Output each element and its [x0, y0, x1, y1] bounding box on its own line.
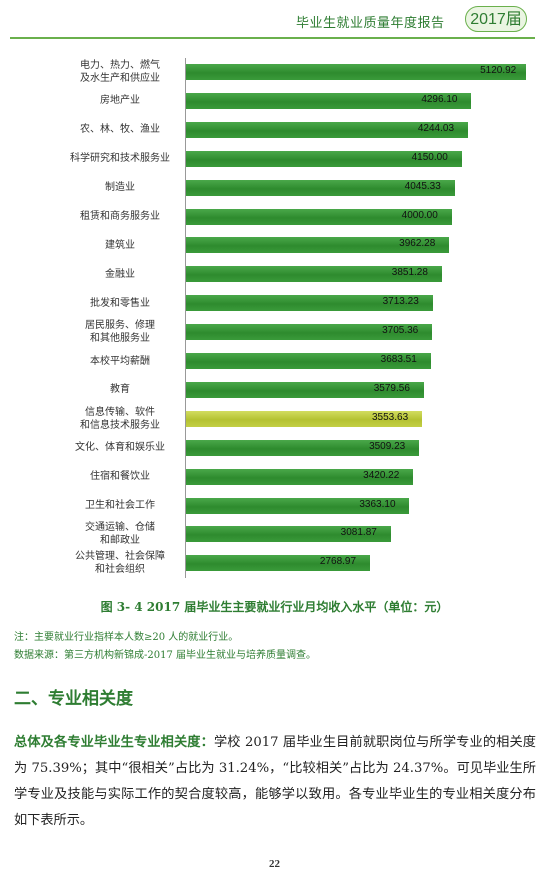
category-label: 住宿和餐饮业 — [90, 471, 150, 483]
category-label: 房地产业 — [100, 95, 140, 107]
value-label: 3962.28 — [399, 238, 436, 250]
category-label: 制造业 — [105, 182, 135, 194]
value-label: 3851.28 — [391, 267, 428, 279]
bar — [186, 208, 452, 225]
chart-row: 交通运输、仓储 和邮政业 3081.87 — [0, 520, 549, 548]
bar — [186, 497, 410, 514]
value-label: 4296.10 — [421, 93, 458, 105]
category-label: 批发和零售业 — [90, 297, 150, 309]
year-badge: 2017届 — [465, 6, 527, 32]
value-label: 4244.03 — [417, 122, 455, 134]
bar — [186, 150, 462, 167]
chart-row: 卫生和社会工作 3363.10 — [0, 492, 549, 520]
category-label: 租赁和商务服务业 — [80, 211, 160, 222]
bar — [186, 353, 431, 369]
value-label: 3420.22 — [363, 469, 400, 481]
bar-chart: 电力、热力、燃气 及水生产和供应业 5120.92 房地产业 4296.10 农、林、牧、… — [0, 58, 549, 578]
value-label: 4000.00 — [401, 209, 438, 221]
category-label: 金融业 — [105, 268, 135, 280]
figure-note: 注：主要就业行业指样本人数≥20 人的就业行业。 — [14, 632, 239, 643]
bar — [186, 121, 468, 138]
value-label: 3713.23 — [382, 296, 419, 308]
chart-row: 电力、热力、燃气 及水生产和供应业 5120.92 — [0, 58, 549, 86]
page-number: 22 — [269, 858, 280, 870]
paragraph-body: 学校 2017 届毕业生目前就职岗位与所学专业的相关度为 75.39%；其中“很… — [14, 735, 536, 828]
bar — [186, 295, 433, 312]
bar — [186, 468, 414, 485]
category-label: 本校平均薪酬 — [90, 355, 150, 367]
chart-row: 建筑业 3962.28 — [0, 231, 549, 259]
value-label: 4045.33 — [404, 180, 441, 192]
chart-row: 居民服务、修理 和其他服务业 3705.36 — [0, 318, 549, 346]
bar — [186, 555, 370, 572]
bar — [186, 266, 442, 283]
chart-row: 租赁和商务服务业 4000.00 — [0, 203, 549, 231]
chart-row: 信息传输、软件 和信息技术服务业 3553.63 — [0, 405, 549, 433]
chart-row: 金融业 3851.28 — [0, 260, 549, 288]
value-label: 4150.00 — [411, 151, 448, 163]
category-label: 农、林、牧、渔业 — [80, 124, 160, 136]
category-label: 教育 — [110, 384, 130, 396]
value-label: 3553.63 — [372, 411, 409, 423]
category-label: 科学研究和技术服务业 — [70, 153, 170, 165]
figure-source: 数据来源：第三方机构新锦成-2017 届毕业生就业与培养质量调查。 — [14, 650, 317, 661]
chart-row: 批发和零售业 3713.23 — [0, 289, 549, 317]
value-label: 5120.92 — [480, 65, 517, 76]
section-title: 二、专业相关度 — [14, 689, 133, 709]
value-label: 3081.87 — [340, 527, 377, 539]
chart-row: 农、林、牧、渔业 4244.03 — [0, 116, 549, 144]
category-label: 电力、热力、燃气 及水生产和供应业 — [80, 60, 160, 84]
bar — [186, 237, 450, 254]
bar — [186, 324, 433, 341]
bar — [186, 526, 391, 543]
header-rule — [10, 37, 535, 39]
bar — [186, 381, 424, 398]
category-label: 信息传输、软件 和信息技术服务业 — [80, 406, 160, 431]
value-label: 2768.97 — [319, 556, 357, 568]
bar — [186, 92, 472, 109]
value-label: 3579.56 — [373, 382, 410, 394]
bar — [186, 64, 527, 80]
chart-row: 本校平均薪酬 3683.51 — [0, 347, 549, 375]
category-label: 公共管理、社会保障 和社会组织 — [75, 551, 165, 576]
chart-row: 科学研究和技术服务业 4150.00 — [0, 145, 549, 173]
chart-row: 制造业 4045.33 — [0, 174, 549, 202]
header-title: 毕业生就业质量年度报告 — [296, 16, 445, 31]
bar — [186, 410, 422, 427]
body-paragraph: 总体及各专业毕业生专业相关度：学校 2017 届毕业生目前就职岗位与所学专业的相… — [14, 730, 536, 834]
chart-row: 文化、体育和娱乐业 3509.23 — [0, 434, 549, 462]
value-label: 3705.36 — [382, 325, 419, 337]
category-label: 建筑业 — [105, 239, 135, 251]
paragraph-lead: 总体及各专业毕业生专业相关度： — [14, 735, 214, 750]
category-label: 文化、体育和娱乐业 — [75, 442, 165, 454]
figure-caption: 图 3- 4 2017 届毕业生主要就业行业月均收入水平（单位：元） — [100, 600, 449, 614]
value-label: 3509.23 — [369, 440, 406, 452]
chart-row: 住宿和餐饮业 3420.22 — [0, 463, 549, 491]
category-label: 卫生和社会工作 — [85, 500, 155, 511]
bar — [186, 179, 455, 196]
chart-row: 教育 3579.56 — [0, 376, 549, 404]
value-label: 3363.10 — [359, 498, 396, 510]
category-label: 交通运输、仓储 和邮政业 — [85, 522, 155, 547]
value-label: 3683.51 — [380, 354, 417, 365]
chart-axis — [185, 58, 186, 578]
bar — [186, 439, 420, 456]
chart-row: 公共管理、社会保障 和社会组织 2768.97 — [0, 549, 549, 577]
chart-row: 房地产业 4296.10 — [0, 87, 549, 115]
category-label: 居民服务、修理 和其他服务业 — [85, 320, 155, 345]
